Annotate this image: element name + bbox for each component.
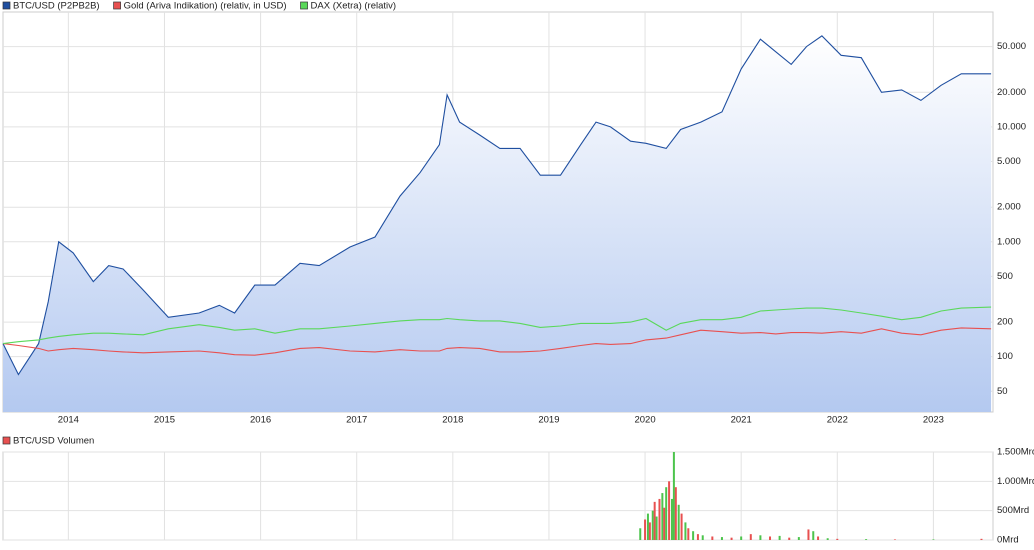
x-tick-label: 2022 [827,415,848,426]
bar [807,529,810,540]
bar [711,536,714,540]
legend-label: BTC/USD Volumen [13,436,94,447]
bar [672,452,675,540]
bar [797,537,800,540]
plot-area [2,451,994,541]
bar [658,498,661,540]
bar [646,513,649,540]
y-tick-label: 50 [997,386,1008,397]
bar [639,528,642,540]
legend-label: DAX (Xetra) (relativ) [311,1,397,12]
line [2,306,992,345]
x-tick-label: 2023 [923,415,944,426]
legend-label: Gold (Ariva Indikation) (relativ, in USD… [124,1,287,12]
bar [759,535,762,540]
x-tick-label: 2018 [442,415,463,426]
area [3,35,992,413]
y-tick-label: 200 [997,317,1013,328]
x-tick-label: 2019 [538,415,559,426]
bar [701,535,704,540]
bar [668,481,671,540]
bar [836,538,839,540]
x-tick-label: 2020 [634,415,655,426]
bar [663,507,666,540]
bar [661,493,664,540]
bar [893,539,896,540]
line [2,35,992,376]
bar [648,522,651,540]
bar [651,510,654,540]
bar [980,538,983,540]
x-tick-label: 2015 [154,415,175,426]
y-tick-label: 50.000 [997,41,1026,52]
legend-swatch [2,1,11,10]
bar [788,537,791,540]
bar [749,534,752,540]
bar [653,501,656,540]
y-tick-label: 1.000 [997,236,1021,247]
bar [677,504,680,540]
bar [730,537,733,540]
bar [812,531,815,540]
bar [817,536,820,540]
bar [932,539,935,540]
bar [769,536,772,540]
y-tick-label: 5.000 [997,156,1021,167]
bar [655,516,658,540]
bar [740,536,743,540]
y-tick-label: 100 [997,351,1013,362]
x-tick-label: 2016 [250,415,271,426]
bar [644,519,647,540]
y-tick-label: 500Mrd [997,505,1029,516]
bar [826,538,829,540]
bar [674,487,677,540]
y-tick-label: 0Mrd [997,535,1019,546]
bar [720,537,723,540]
bar [684,522,687,540]
y-tick-label: 20.000 [997,87,1026,98]
y-tick-label: 1.500Mrd [997,447,1034,458]
y-tick-label: 2.000 [997,202,1021,213]
line [2,327,992,356]
y-tick-label: 10.000 [997,121,1026,132]
legend-swatch [2,436,11,445]
legend-label: BTC/USD (P2PB2B) [13,1,100,12]
bar [680,513,683,540]
bar [778,535,781,540]
x-tick-label: 2017 [346,415,367,426]
y-tick-label: 1.000Mrd [997,476,1034,487]
legend-swatch [113,1,121,10]
bar [865,539,868,540]
x-tick-label: 2021 [731,415,752,426]
bar [670,498,673,540]
bar [692,531,695,540]
bar [696,534,699,540]
bar [665,487,668,540]
bar [687,528,690,540]
x-tick-label: 2014 [58,415,79,426]
y-tick-label: 500 [997,271,1013,282]
legend-swatch [300,1,308,10]
